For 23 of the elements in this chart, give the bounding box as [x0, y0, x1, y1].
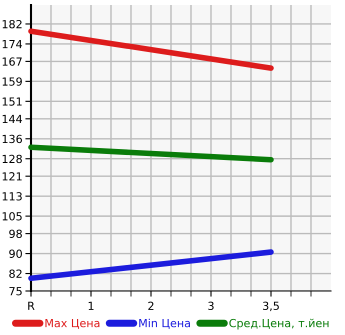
y-tick-label: 174 [2, 40, 22, 48]
y-tick-label: 98 [9, 230, 22, 238]
y-tick-label: 151 [2, 97, 22, 106]
y-tick-label: 167 [2, 57, 22, 66]
y-tick-label: 90 [9, 250, 22, 258]
x-tick-label: 2 [148, 302, 154, 310]
y-tick-label: 144 [2, 114, 22, 124]
y-tick-label: 159 [2, 77, 22, 86]
y-tick-label: 136 [2, 134, 22, 144]
y-tick-label: 82 [9, 270, 22, 278]
y-tick-label: 105 [2, 212, 22, 221]
x-tick-label: R [28, 302, 35, 310]
y-tick-label: 182 [2, 20, 22, 28]
x-tick-label: 1 [88, 302, 94, 310]
legend-label: Max Цена [45, 319, 100, 329]
y-tick-label: 113 [2, 192, 22, 201]
x-tick-label: 3,5 [263, 302, 279, 312]
y-tick-label: 128 [2, 154, 22, 164]
legend-label: Сред.Цена, т.йен [229, 318, 329, 330]
legend-label: Min Цена [139, 318, 190, 329]
x-tick-label: 3 [208, 302, 214, 310]
y-tick-label: 121 [2, 172, 22, 180]
y-tick-label: 75 [9, 287, 22, 296]
